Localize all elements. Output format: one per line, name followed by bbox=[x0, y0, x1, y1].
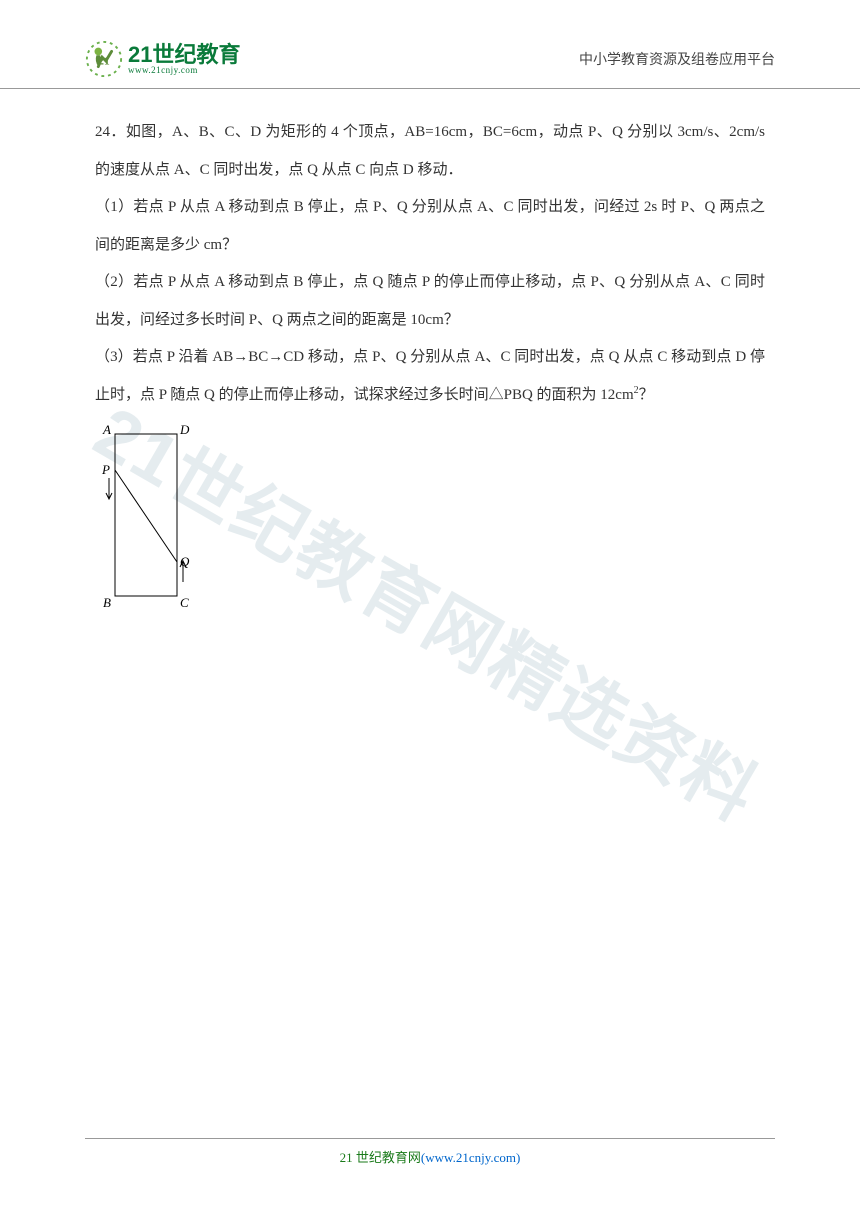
page-footer: 21 世纪教育网(www.21cnjy.com) bbox=[85, 1138, 775, 1166]
logo-icon: 21 bbox=[85, 40, 123, 78]
logo-main-text: 21世纪教育 bbox=[128, 44, 240, 66]
svg-text:D: D bbox=[179, 422, 190, 437]
svg-text:P: P bbox=[101, 462, 110, 477]
svg-text:B: B bbox=[103, 595, 111, 610]
svg-text:A: A bbox=[102, 422, 111, 437]
geometry-figure: A D B C P Q bbox=[95, 422, 765, 617]
logo-url-text: www.21cnjy.com bbox=[128, 66, 240, 75]
question-intro-text: 如图，A、B、C、D 为矩形的 4 个顶点，AB=16cm，BC=6cm，动点 … bbox=[95, 124, 765, 178]
logo-area: 21 21世纪教育 www.21cnjy.com bbox=[85, 40, 240, 78]
svg-text:Q: Q bbox=[180, 554, 190, 569]
footer-text: 21 世纪教育网 bbox=[340, 1150, 421, 1165]
question-number: 24． bbox=[95, 124, 126, 140]
sub3-text-part1: （3）若点 P 沿着 AB→BC→CD 移动，点 P、Q 分别从点 A、C 同时… bbox=[95, 349, 765, 403]
svg-text:21: 21 bbox=[98, 56, 110, 68]
sub-question-1: （1）若点 P 从点 A 移动到点 B 停止，点 P、Q 分别从点 A、C 同时… bbox=[95, 189, 765, 264]
page-header: 21 21世纪教育 www.21cnjy.com 中小学教育资源及组卷应用平台 bbox=[0, 0, 860, 89]
footer-url: (www.21cnjy.com) bbox=[421, 1150, 520, 1165]
sub3-text-part2: ？ bbox=[639, 387, 654, 403]
sub-question-3: （3）若点 P 沿着 AB→BC→CD 移动，点 P、Q 分别从点 A、C 同时… bbox=[95, 339, 765, 414]
main-content: 24．如图，A、B、C、D 为矩形的 4 个顶点，AB=16cm，BC=6cm，… bbox=[0, 114, 860, 617]
sub-question-2: （2）若点 P 从点 A 移动到点 B 停止，点 Q 随点 P 的停止而停止移动… bbox=[95, 264, 765, 339]
question-intro: 24．如图，A、B、C、D 为矩形的 4 个顶点，AB=16cm，BC=6cm，… bbox=[95, 114, 765, 189]
header-right-text: 中小学教育资源及组卷应用平台 bbox=[579, 49, 775, 69]
svg-text:C: C bbox=[180, 595, 189, 610]
logo-text-group: 21世纪教育 www.21cnjy.com bbox=[128, 44, 240, 75]
